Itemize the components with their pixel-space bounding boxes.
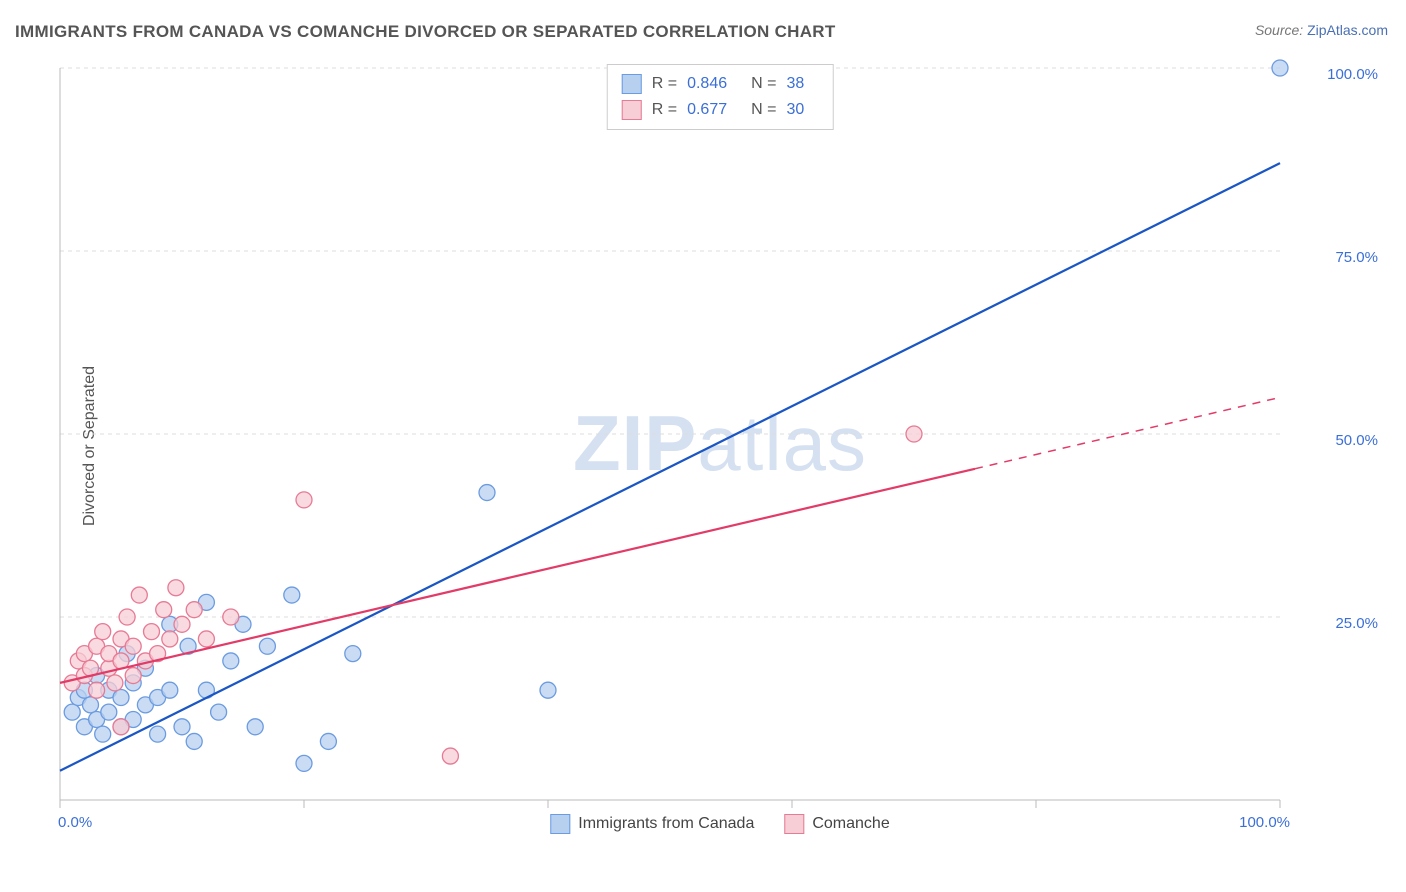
legend-correlation: R = 0.846 N = 38 R = 0.677 N = 30 bbox=[607, 64, 834, 130]
legend-r-label: R = bbox=[652, 101, 677, 119]
legend-r-value: 0.846 bbox=[687, 75, 727, 93]
legend-swatch bbox=[784, 814, 804, 834]
legend-r-label: R = bbox=[652, 75, 677, 93]
legend-n-label: N = bbox=[751, 101, 776, 119]
chart-title: IMMIGRANTS FROM CANADA VS COMANCHE DIVOR… bbox=[15, 22, 836, 42]
axis-tick-label: 75.0% bbox=[1335, 249, 1378, 266]
legend-swatch bbox=[550, 814, 570, 834]
legend-item-label: Comanche bbox=[812, 815, 889, 832]
plot-area: ZIPatlas R =0.846N =38R =0.677N =30 Immi… bbox=[50, 58, 1390, 838]
axis-tick-label: 25.0% bbox=[1335, 615, 1378, 632]
legend-row: R = 0.846 N = 38 bbox=[622, 71, 819, 97]
axis-tick-label: 50.0% bbox=[1335, 432, 1378, 449]
legend-series: Immigrants from Canada Comanche bbox=[550, 814, 889, 834]
axis-tick-label: 100.0% bbox=[1327, 66, 1378, 83]
source-prefix: Source: bbox=[1255, 22, 1303, 38]
legend-swatch bbox=[622, 74, 642, 94]
legend-n-label: N = bbox=[751, 75, 776, 93]
legend-row: R = 0.677 N = 30 bbox=[622, 97, 819, 123]
legend-n-value: 30 bbox=[786, 101, 804, 119]
legend-item[interactable]: Immigrants from Canada bbox=[550, 814, 754, 834]
legend-item[interactable]: Comanche bbox=[784, 814, 889, 834]
legend-swatch bbox=[622, 100, 642, 120]
source-attribution: Source: ZipAtlas.com bbox=[1255, 22, 1388, 38]
tick-labels: 25.0% 50.0% 75.0% 100.0% 0.0% 100.0% bbox=[50, 58, 1390, 838]
legend-n-value: 38 bbox=[786, 75, 804, 93]
source-link[interactable]: ZipAtlas.com bbox=[1307, 22, 1388, 38]
axis-tick-label: 0.0% bbox=[58, 814, 92, 831]
legend-item-label: Immigrants from Canada bbox=[578, 815, 754, 832]
chart-container: IMMIGRANTS FROM CANADA VS COMANCHE DIVOR… bbox=[0, 0, 1406, 892]
axis-tick-label: 100.0% bbox=[1220, 814, 1290, 831]
legend-r-value: 0.677 bbox=[687, 101, 727, 119]
